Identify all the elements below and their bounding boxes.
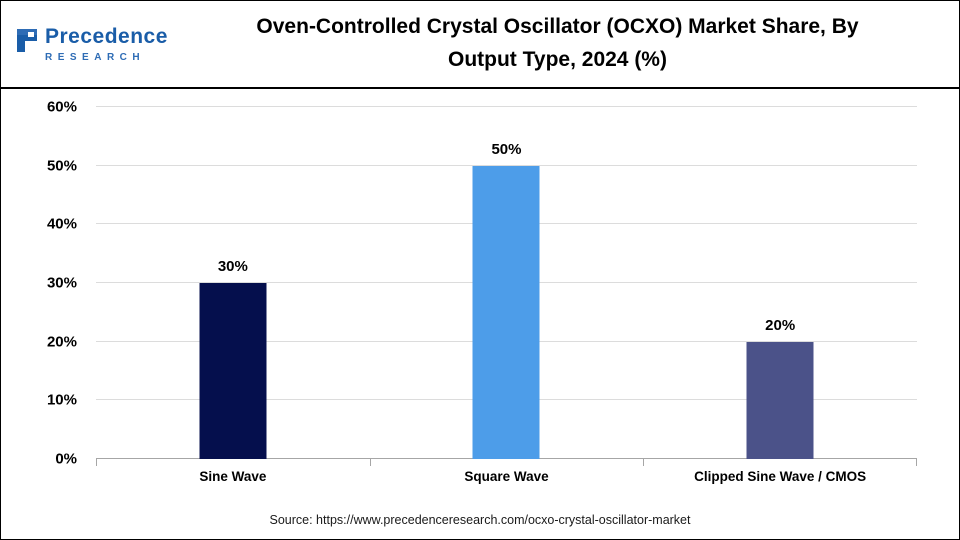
- bar-column-clipped-sine-wave-cmos: 20%: [643, 107, 917, 459]
- brand-logo: Precedence RESEARCH: [1, 25, 186, 63]
- x-category-label: Clipped Sine Wave / CMOS: [694, 469, 867, 484]
- bar-sine-wave: [199, 283, 267, 459]
- y-tick-label: 10%: [46, 391, 77, 409]
- chart-title-line2: Output Type, 2024 (%): [448, 48, 667, 71]
- x-axis-labels: Sine Wave Square Wave Clipped Sine Wave / …: [96, 469, 917, 484]
- x-axis-tick: [643, 459, 645, 466]
- source-note: Source: https://www.precedenceresearch.c…: [269, 513, 691, 527]
- y-tick-label: 20%: [46, 333, 77, 351]
- chart-title: Oven-Controlled Crystal Oscillator (OCXO…: [186, 11, 959, 76]
- bar-clipped-sine-wave-cmos: [746, 341, 814, 459]
- brand-subtitle: RESEARCH: [45, 51, 146, 63]
- plot-area: 30% 50% 20%: [96, 106, 917, 466]
- bar-value-label: 30%: [217, 258, 248, 275]
- x-axis-tick: [369, 459, 371, 466]
- bar-value-label: 20%: [765, 316, 796, 334]
- x-axis-tick: [96, 459, 97, 466]
- brand-logo-text: Precedence RESEARCH: [45, 25, 168, 62]
- bar-value-label: 50%: [491, 140, 522, 158]
- y-axis: 0% 10% 20% 30% 40% 50% 60%: [1, 99, 89, 468]
- chart-title-line1: Oven-Controlled Crystal Oscillator (OCXO…: [256, 15, 859, 39]
- x-axis-tick: [916, 459, 917, 466]
- x-category-label: Square Wave: [464, 469, 549, 484]
- brand-logo-icon: [17, 29, 37, 53]
- bar-column-square-wave: 50%: [370, 107, 644, 459]
- bar-chart: 0% 10% 20% 30% 40% 50% 60% 30% 50% 20%: [1, 99, 959, 468]
- y-tick-label: 60%: [46, 98, 77, 116]
- header: Precedence RESEARCH Oven-Controlled Crys…: [1, 1, 959, 89]
- y-tick-label: 0%: [55, 450, 77, 468]
- bar-column-sine-wave: 30%: [96, 107, 370, 459]
- brand-name: Precedence: [45, 25, 168, 49]
- y-tick-label: 50%: [46, 157, 77, 175]
- gridline: [96, 164, 917, 166]
- x-category-label: Sine Wave: [199, 469, 267, 484]
- bar-square-wave: [472, 165, 540, 459]
- y-tick-label: 40%: [46, 215, 77, 233]
- gridline: [96, 106, 917, 107]
- y-tick-label: 30%: [46, 274, 77, 292]
